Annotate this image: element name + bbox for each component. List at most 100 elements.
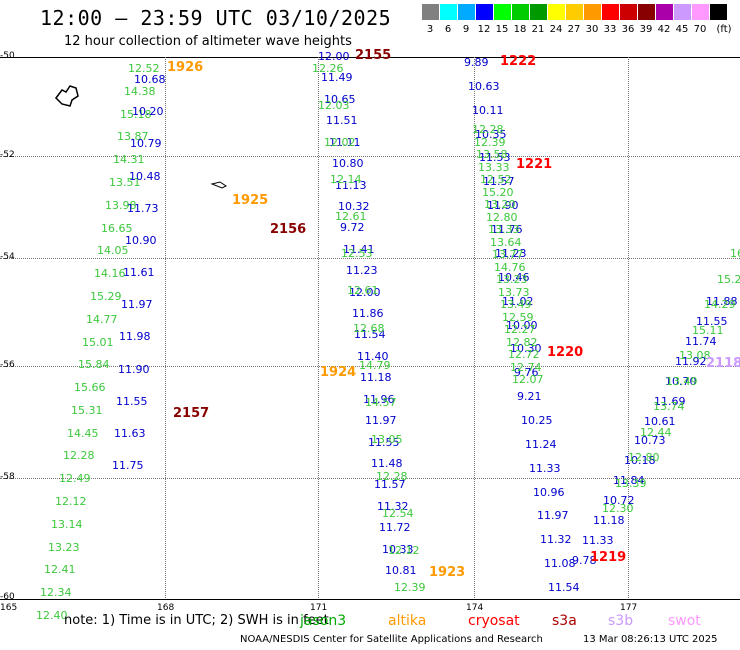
pass-time-label: 1926 <box>167 60 204 75</box>
wave-height-value: 11.33 <box>529 462 561 475</box>
wave-height-value: 11.51 <box>326 114 358 127</box>
wave-height-value: 15.18 <box>120 108 152 121</box>
pass-time-label: 1221 <box>516 157 553 172</box>
wave-height-value: 10.20 <box>132 105 164 118</box>
wave-height-value: 13.77 <box>492 248 524 261</box>
legend-label: 39 <box>639 24 653 35</box>
wave-height-value: 12.54 <box>382 507 414 520</box>
wave-height-value: 13.33 <box>478 161 510 174</box>
y-tick: -52 <box>0 150 15 160</box>
wave-height-value: 10.46 <box>498 271 530 284</box>
wave-height-value: 13.39 <box>615 477 647 490</box>
wave-height-value: 12.27 <box>504 323 536 336</box>
wave-height-value: 12.68 <box>353 322 385 335</box>
wave-height-value: 16.62 <box>730 247 740 260</box>
wave-height-value: 11.49 <box>321 71 353 84</box>
wave-height-value: 15.31 <box>71 404 103 417</box>
legend-swatch <box>620 4 637 20</box>
wave-height-value: 10.32 <box>338 200 370 213</box>
wave-height-value: 13.05 <box>371 433 403 446</box>
grid-line-177 <box>628 57 629 598</box>
wave-height-value: 11.33 <box>582 534 614 547</box>
legend-label: 12 <box>477 24 491 35</box>
pass-time-label: 2156 <box>270 222 307 237</box>
wave-height-value: 13.64 <box>490 236 522 249</box>
wave-height-value: 11.11 <box>329 136 361 149</box>
wave-height-value: 12.12 <box>55 495 87 508</box>
legend-swatch <box>710 4 727 20</box>
wave-height-value: 11.02 <box>502 295 534 308</box>
pass-time-label: 1925 <box>232 193 269 208</box>
wave-height-value: 12.03 <box>318 99 350 112</box>
wave-height-value: 11.18 <box>593 514 625 527</box>
wave-height-value: 12.28 <box>376 470 408 483</box>
y-tick: -56 <box>0 360 15 370</box>
wave-height-value: 13.51 <box>109 176 141 189</box>
x-tick: 174 <box>466 603 484 613</box>
grid-line-54 <box>0 258 740 259</box>
wave-height-value: 10.48 <box>129 170 161 183</box>
wave-height-value: 12.41 <box>44 563 76 576</box>
wave-height-value: 10.65 <box>324 93 356 106</box>
wave-height-value: 11.76 <box>491 223 523 236</box>
pass-time-label: 1220 <box>547 345 584 360</box>
wave-height-value: 11.61 <box>123 266 155 279</box>
wave-height-value: 15.26 <box>717 273 740 286</box>
wave-height-value: 11.55 <box>696 315 728 328</box>
satellite-cryosat: cryosat <box>468 613 520 629</box>
wave-height-value: 11.74 <box>685 335 717 348</box>
wave-height-value: 10.70 <box>665 375 697 388</box>
legend-swatch <box>440 4 457 20</box>
wave-height-value: 12.12 <box>388 544 420 557</box>
legend-swatch <box>476 4 493 20</box>
page-title: 12:00 — 23:59 UTC 03/10/2025 <box>40 6 392 30</box>
wave-height-value: 12.53 <box>341 247 373 260</box>
y-tick: -54 <box>0 252 15 262</box>
pass-time-label: 2118 <box>706 356 740 371</box>
legend-label: 15 <box>495 24 509 35</box>
wave-height-value: 13.49 <box>666 375 698 388</box>
wave-height-value: 12.82 <box>506 336 538 349</box>
wave-height-value: 15.29 <box>90 290 122 303</box>
wave-height-value: 12.59 <box>502 311 534 324</box>
legend-label: 21 <box>531 24 545 35</box>
wave-height-value: 11.55 <box>368 436 400 449</box>
wave-height-value: 11.98 <box>119 330 151 343</box>
wave-height-value: 12.30 <box>602 502 634 515</box>
wave-height-value: 14.45 <box>67 427 99 440</box>
pass-time-label: 2157 <box>173 406 210 421</box>
wave-height-value: 14.38 <box>124 85 156 98</box>
legend-swatch <box>494 4 511 20</box>
wave-height-value: 12.07 <box>512 373 544 386</box>
legend-swatch <box>422 4 439 20</box>
grid-line-174 <box>474 57 475 598</box>
grid-line-52 <box>0 156 740 157</box>
wave-height-value: 11.88 <box>706 295 738 308</box>
wave-height-value: 10.73 <box>634 434 666 447</box>
footer-note: note: 1) Time is in UTC; 2) SWH is in fe… <box>64 613 329 628</box>
wave-height-value: 10.18 <box>624 454 656 467</box>
page-subtitle: 12 hour collection of altimeter wave hei… <box>64 34 352 49</box>
wave-height-value: 12.28 <box>472 123 504 136</box>
wave-height-value: 12.02 <box>324 136 356 149</box>
wave-height-value: 11.24 <box>525 438 557 451</box>
grid-line-171 <box>318 57 319 598</box>
legend-label: 3 <box>426 24 434 35</box>
wave-height-value: 12.52 <box>128 62 160 75</box>
wave-height-value: 13.20 <box>484 198 516 211</box>
wave-height-value: 9.76 <box>514 366 539 379</box>
satellite-jason3: jason3 <box>300 613 347 629</box>
wave-height-value: 12.39 <box>394 581 426 594</box>
wave-height-value: 11.57 <box>374 478 406 491</box>
legend-label: 33 <box>603 24 617 35</box>
wave-height-value: 13.98 <box>105 199 137 212</box>
legend-label: 18 <box>513 24 527 35</box>
legend-swatch <box>692 4 709 20</box>
wave-height-value: 13.74 <box>653 400 685 413</box>
wave-height-value: 11.48 <box>371 457 403 470</box>
pass-time-label: 1923 <box>429 565 466 580</box>
wave-height-value: 11.57 <box>483 175 515 188</box>
wave-height-value: 11.32 <box>540 533 572 546</box>
wave-height-value: 11.69 <box>654 395 686 408</box>
